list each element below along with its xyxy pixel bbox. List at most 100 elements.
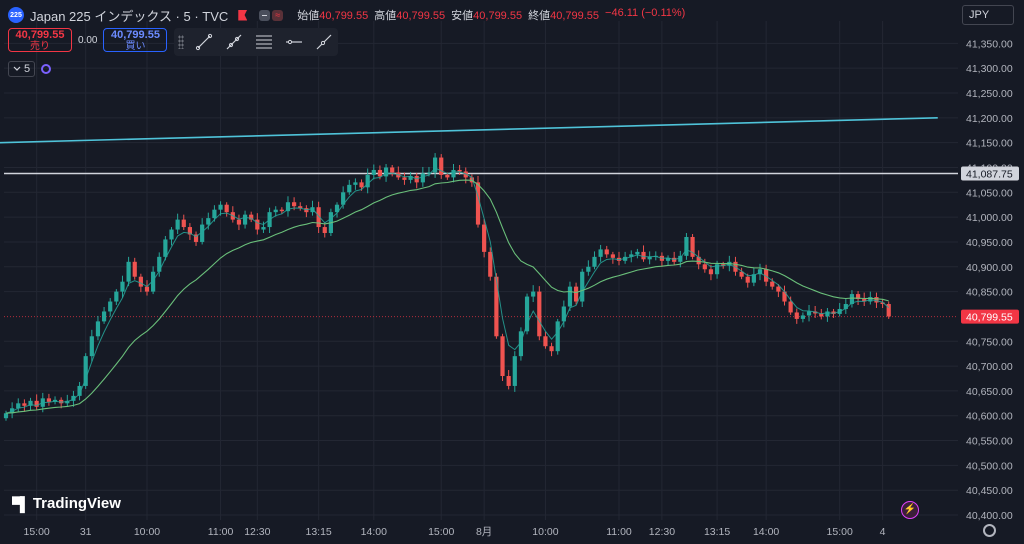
close-value: 40,799.55	[550, 10, 600, 22]
candle	[22, 399, 27, 412]
candle	[506, 370, 511, 390]
x-tick-label: 15:00	[24, 526, 50, 538]
sell-button[interactable]: 40,799.55 売り	[8, 28, 72, 52]
candle-body	[77, 385, 82, 396]
candle	[439, 154, 444, 179]
candle-body	[500, 336, 505, 377]
candle	[175, 213, 180, 235]
candle	[52, 396, 58, 405]
candle-body	[22, 403, 27, 406]
candle	[862, 292, 867, 307]
candle-body	[383, 167, 389, 177]
horizontal-line-tool-icon[interactable]	[284, 32, 304, 52]
candle-body	[573, 286, 579, 302]
candle-body	[708, 269, 714, 275]
candle	[353, 178, 358, 190]
candle-body	[236, 219, 242, 225]
x-tick-label: 15:00	[428, 526, 454, 538]
buy-button[interactable]: 40,799.55 買い	[103, 28, 168, 52]
candle	[310, 200, 315, 216]
symbol-title[interactable]: Japan 225 インデックス · 5 · TVC	[30, 8, 229, 24]
candle	[500, 333, 505, 381]
candle	[316, 201, 321, 234]
drag-handle-icon[interactable]	[178, 35, 184, 49]
price-labels-layer: 41,087.75 40,799.55	[961, 166, 1019, 324]
indicator-toggle[interactable]: 5	[8, 61, 36, 77]
candle-body	[16, 403, 21, 409]
candle	[126, 256, 131, 287]
candle-body	[285, 202, 291, 212]
y-tick-label: 40,450.00	[966, 485, 1013, 497]
candle	[524, 293, 530, 335]
tradingview-logo: ▀▌ TradingView	[12, 495, 121, 512]
candle	[518, 327, 524, 361]
candle	[659, 252, 665, 267]
change-value: −46.11 (−0.11%)	[605, 7, 686, 19]
candle-body	[580, 271, 585, 302]
candle-body	[800, 315, 805, 319]
candle	[390, 164, 395, 177]
candle	[543, 331, 548, 349]
candle	[433, 153, 438, 178]
lightning-icon[interactable]: ⚡	[901, 501, 919, 519]
fib-tool-icon[interactable]	[254, 32, 274, 52]
candle	[120, 275, 125, 298]
candle-body	[641, 251, 646, 260]
candle-body	[255, 219, 260, 230]
chart-grid	[4, 21, 958, 520]
trendline-layer	[0, 117, 938, 144]
candle	[285, 196, 291, 217]
candle-body	[788, 301, 793, 313]
candle	[365, 168, 370, 194]
ray-tool-icon[interactable]	[224, 32, 244, 52]
candle	[273, 206, 278, 217]
candle-body	[433, 157, 438, 173]
candle-body	[426, 172, 432, 174]
candle-body	[862, 299, 867, 302]
candle-body	[647, 256, 652, 260]
candle-body	[561, 306, 566, 322]
minus-icon	[259, 9, 271, 21]
y-tick-label: 40,500.00	[966, 460, 1013, 472]
open-value: 40,799.55	[319, 10, 369, 22]
candle	[764, 264, 769, 287]
candle-body	[757, 269, 763, 275]
flag-icon[interactable]	[238, 9, 248, 21]
candle	[849, 290, 855, 308]
x-tick-label: 14:00	[361, 526, 387, 538]
high-value: 40,799.55	[396, 10, 446, 22]
candle	[806, 305, 812, 322]
candle	[825, 307, 830, 322]
symbol-header: 225 Japan 225 インデックス · 5 · TVC ≈ 始値40,79…	[8, 5, 685, 25]
candle	[224, 202, 229, 217]
x-tick-label: 13:15	[305, 526, 331, 538]
symbol-badge[interactable]: 225	[8, 7, 24, 23]
y-tick-label: 40,550.00	[966, 436, 1013, 448]
candle	[298, 202, 303, 211]
trend-line-tool-icon[interactable]	[194, 32, 214, 52]
y-tick-label: 40,400.00	[966, 510, 1013, 522]
candle	[279, 207, 284, 215]
candle	[531, 285, 536, 303]
candle-body	[163, 239, 168, 257]
indicator-settings-icon[interactable]	[41, 64, 52, 74]
candle-body	[89, 336, 94, 357]
candle-body	[665, 257, 671, 261]
visibility-toggle[interactable]: ≈	[259, 9, 284, 21]
extended-line-tool-icon[interactable]	[314, 32, 334, 52]
indicator-count: 5	[24, 63, 31, 75]
candle-body	[341, 192, 346, 205]
candle-body	[200, 224, 205, 242]
candle-body	[518, 331, 524, 357]
currency-selector[interactable]: JPY	[962, 5, 1014, 25]
candle-body	[745, 276, 750, 283]
x-tick-label: 11:00	[208, 526, 234, 538]
candle-body	[635, 251, 640, 255]
chart-settings-icon[interactable]	[983, 524, 996, 537]
candle	[101, 306, 107, 324]
candle-body	[151, 271, 156, 292]
candle	[512, 351, 517, 392]
candle	[396, 166, 401, 180]
